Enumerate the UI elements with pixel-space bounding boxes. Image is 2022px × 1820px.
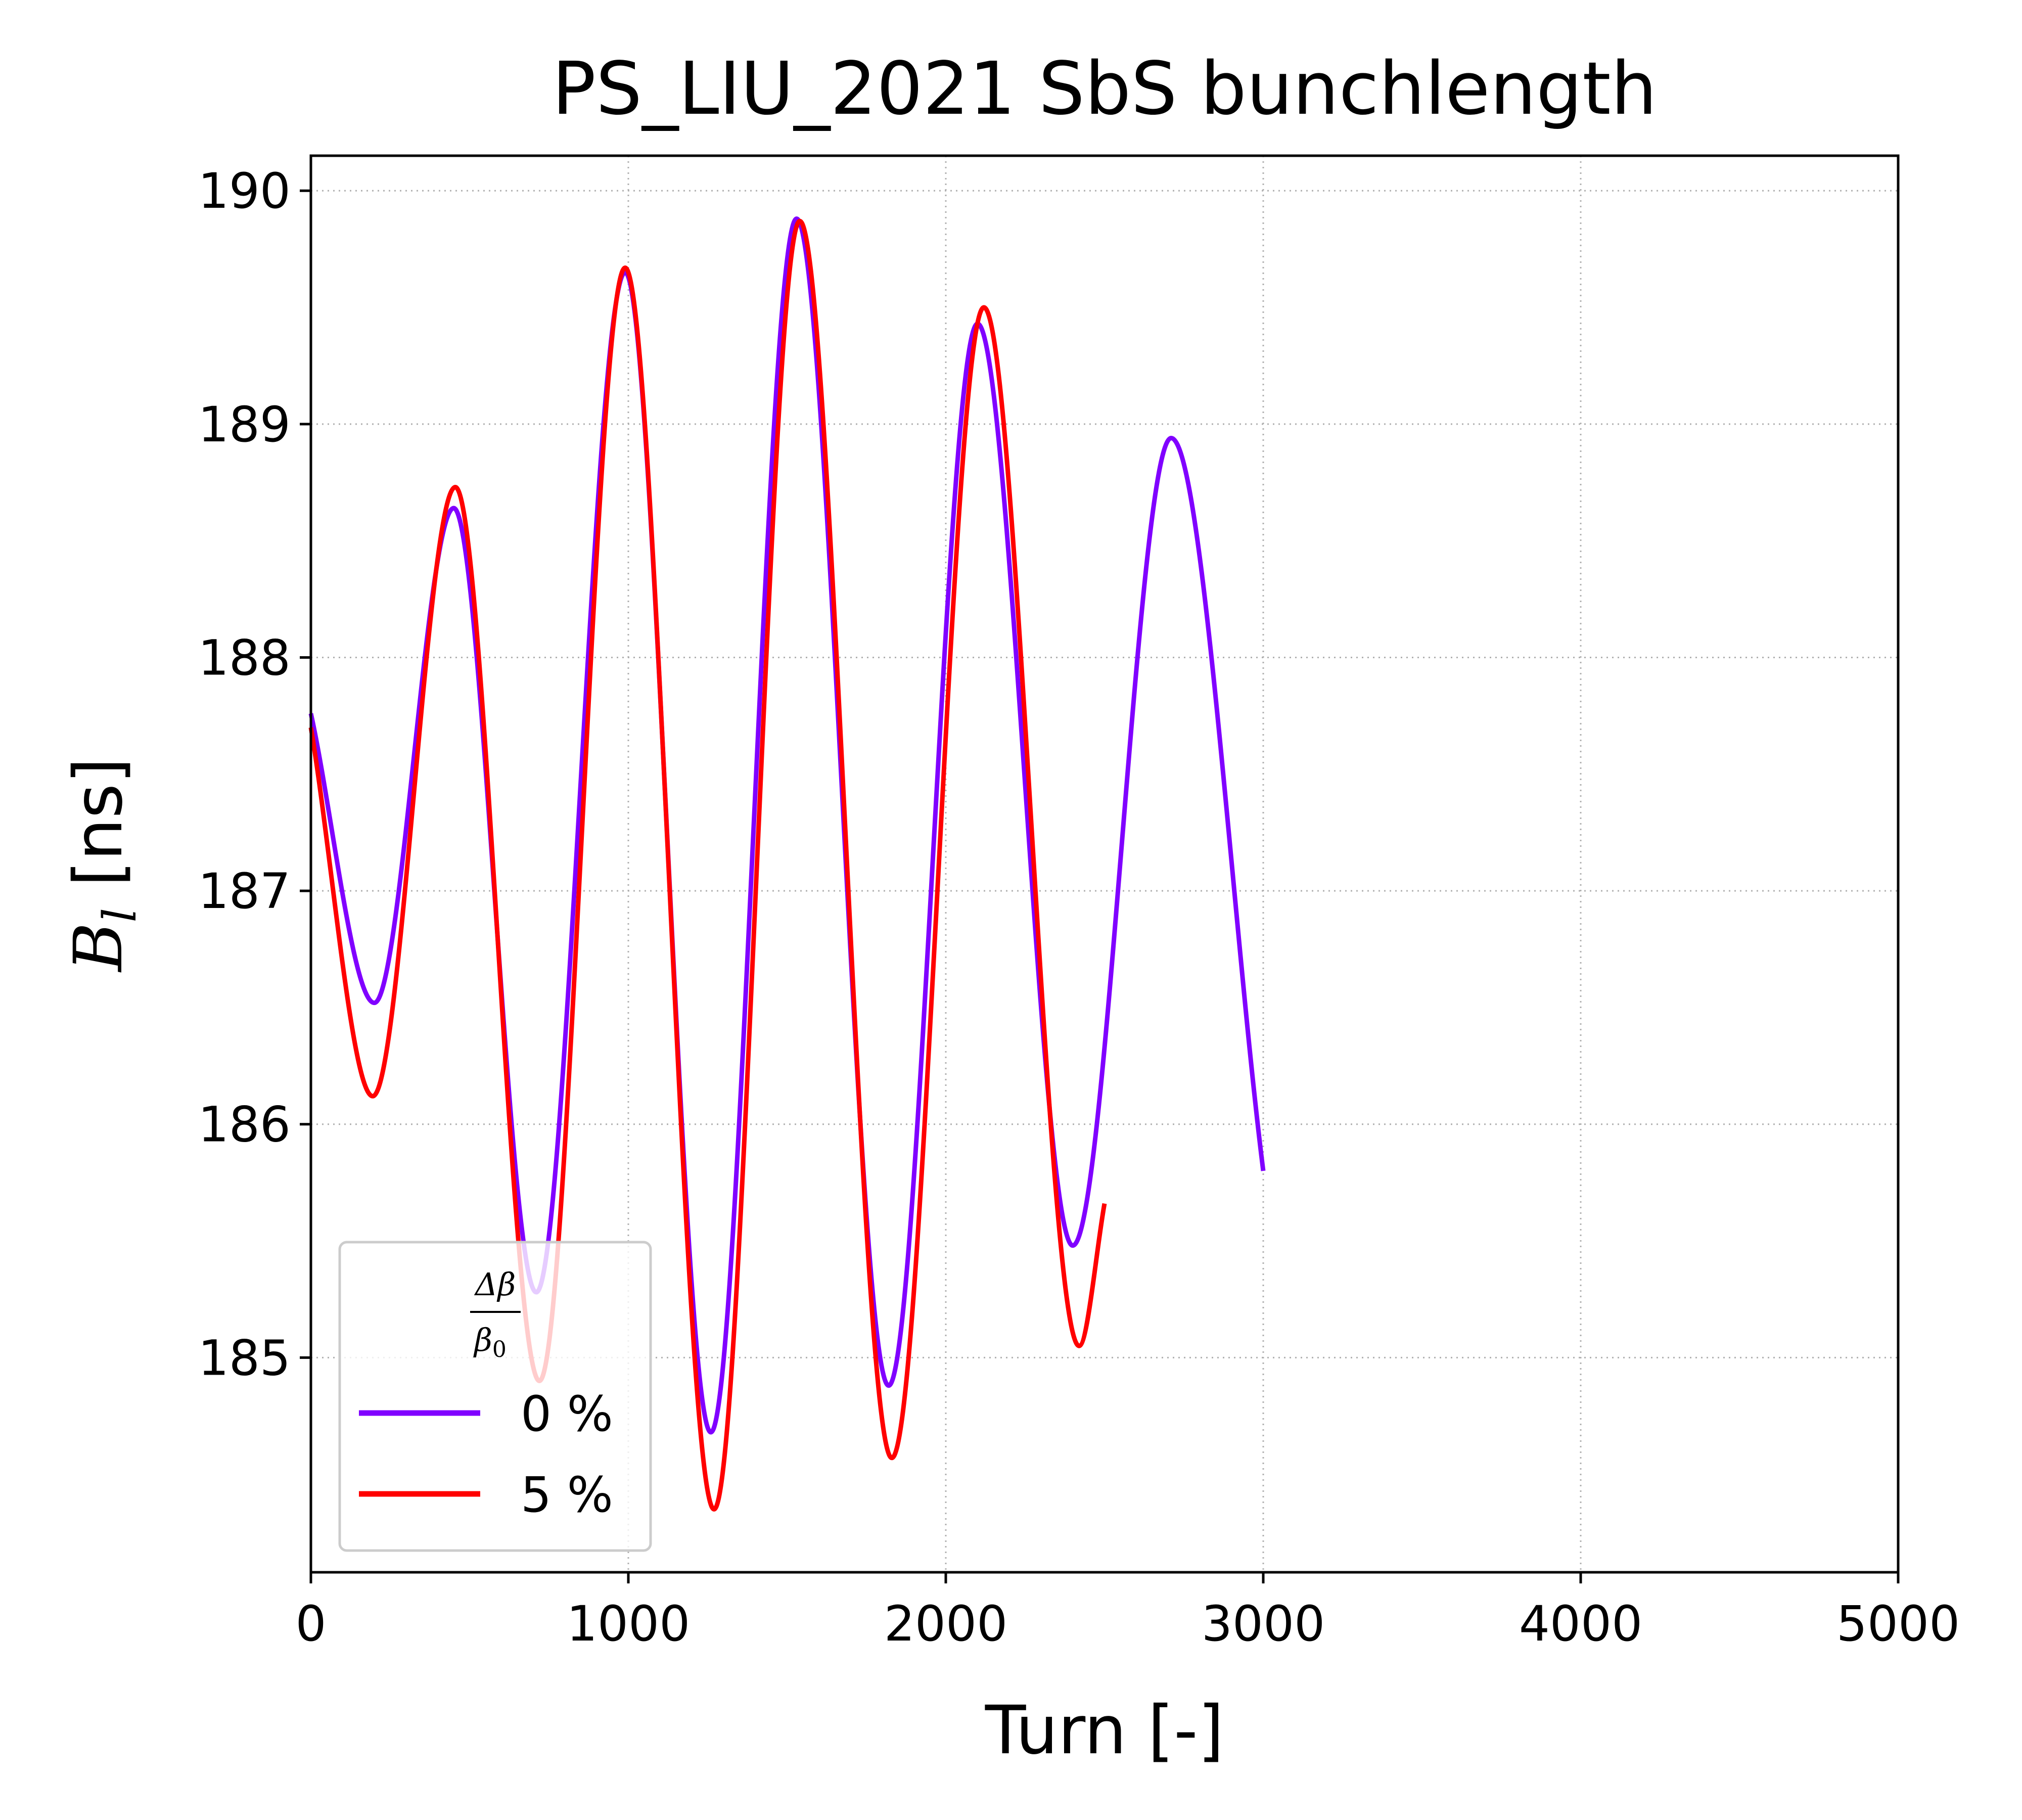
chart-title: PS_LIU_2021 SbS bunchlength bbox=[552, 46, 1657, 131]
y-tick-label-1: 186 bbox=[198, 1097, 291, 1153]
y-tick-label-5: 190 bbox=[198, 163, 291, 219]
x-tick-label-4: 4000 bbox=[1519, 1596, 1642, 1652]
x-tick-label-2: 2000 bbox=[884, 1596, 1007, 1652]
x-tick-label-5: 5000 bbox=[1836, 1596, 1960, 1652]
series-line-1 bbox=[308, 218, 1107, 1512]
y-tick-label-0: 185 bbox=[198, 1330, 291, 1386]
legend-title-denominator-symbol: β bbox=[473, 1322, 492, 1358]
legend-title-denominator: β0 bbox=[473, 1322, 507, 1362]
legend-title-denominator-subscript: 0 bbox=[492, 1337, 507, 1362]
series-group bbox=[308, 216, 1266, 1512]
y-tick-label-4: 189 bbox=[198, 396, 291, 453]
legend-title-numerator: Δβ bbox=[474, 1266, 516, 1303]
plot-frame bbox=[309, 154, 1900, 1574]
y-axis-label: Bl [ns] bbox=[60, 757, 147, 972]
y-axis-label-symbol: B bbox=[60, 923, 137, 973]
x-tick-label-0: 0 bbox=[295, 1596, 326, 1652]
y-tick-label-3: 188 bbox=[198, 629, 291, 686]
y-tick-label-2: 187 bbox=[198, 863, 291, 920]
legend-label-series-0: 0 % bbox=[521, 1386, 613, 1442]
x-axis-label: Turn [-] bbox=[985, 1692, 1224, 1769]
ticks-group: 0 1000 2000 3000 4000 5000 185 186 187 188 189 190 bbox=[198, 163, 1960, 1652]
x-tick-label-3: 3000 bbox=[1202, 1596, 1325, 1652]
x-tick-label-1: 1000 bbox=[567, 1596, 690, 1652]
y-axis-label-unit: [ns] bbox=[60, 757, 137, 907]
legend-label-series-1: 5 % bbox=[521, 1467, 613, 1523]
legend-box bbox=[338, 1241, 652, 1552]
legend: Δβ β0 0 % 5 % bbox=[338, 1241, 652, 1552]
y-axis-label-subscript: l bbox=[94, 908, 147, 923]
